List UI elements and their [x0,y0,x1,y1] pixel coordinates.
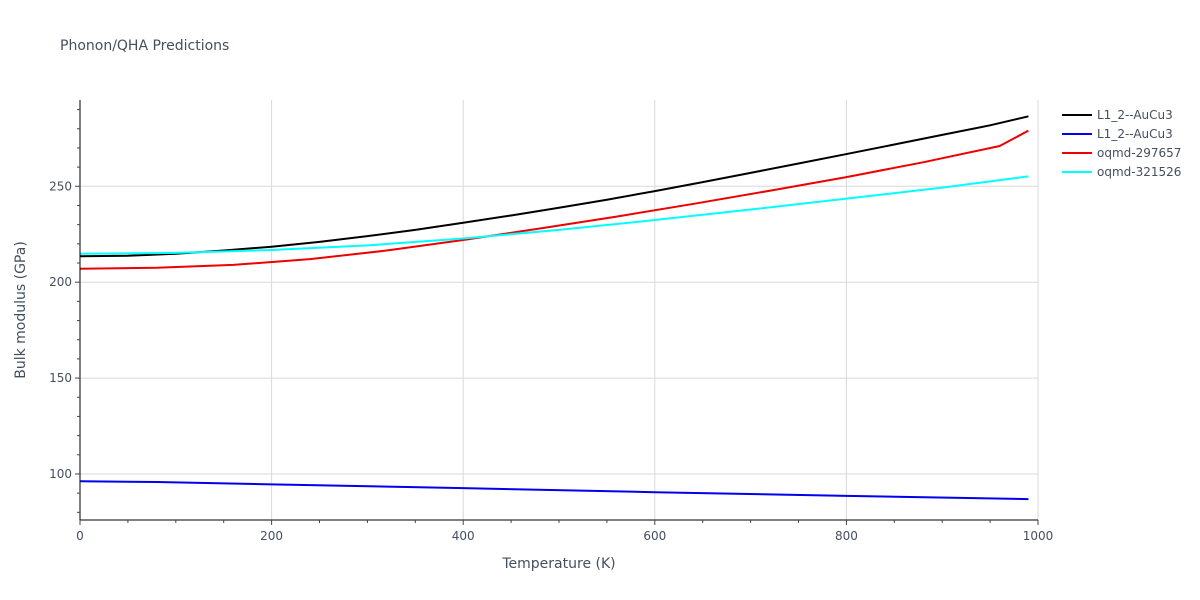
plot-area [79,115,1029,501]
series-line-1 [79,115,1029,258]
chart-title: Phonon/QHA Predictions [60,38,229,54]
x-axis-title: Temperature (K) [501,556,615,572]
series-line-4 [79,175,1029,255]
grid [80,100,1039,520]
legend-label-1: L1_2--AuCu3 [1097,108,1173,122]
x-tick-label: 400 [452,529,475,543]
x-tick-label: 1000 [1023,529,1054,543]
y-tick-label: 200 [49,275,72,289]
series-line-3 [79,129,1029,270]
x-tick-label: 0 [76,529,84,543]
x-tick-label: 200 [260,529,283,543]
y-tick-label: 100 [49,467,72,481]
y-tick-label: 150 [49,371,72,385]
series-line-2 [79,480,1029,501]
legend-label-4: oqmd-321526 [1097,165,1181,179]
legend: L1_2--AuCu3 L1_2--AuCu3 oqmd-297657 oqmd-32… [1062,108,1181,179]
axes: 0 200 400 600 800 1000 100 150 200 250 [49,100,1053,543]
legend-label-2: L1_2--AuCu3 [1097,127,1173,141]
legend-label-3: oqmd-297657 [1097,146,1181,160]
y-axis-title: Bulk modulus (GPa) [13,241,29,379]
x-tick-label: 600 [643,529,666,543]
y-tick-label: 250 [49,179,72,193]
x-tick-label: 800 [835,529,858,543]
